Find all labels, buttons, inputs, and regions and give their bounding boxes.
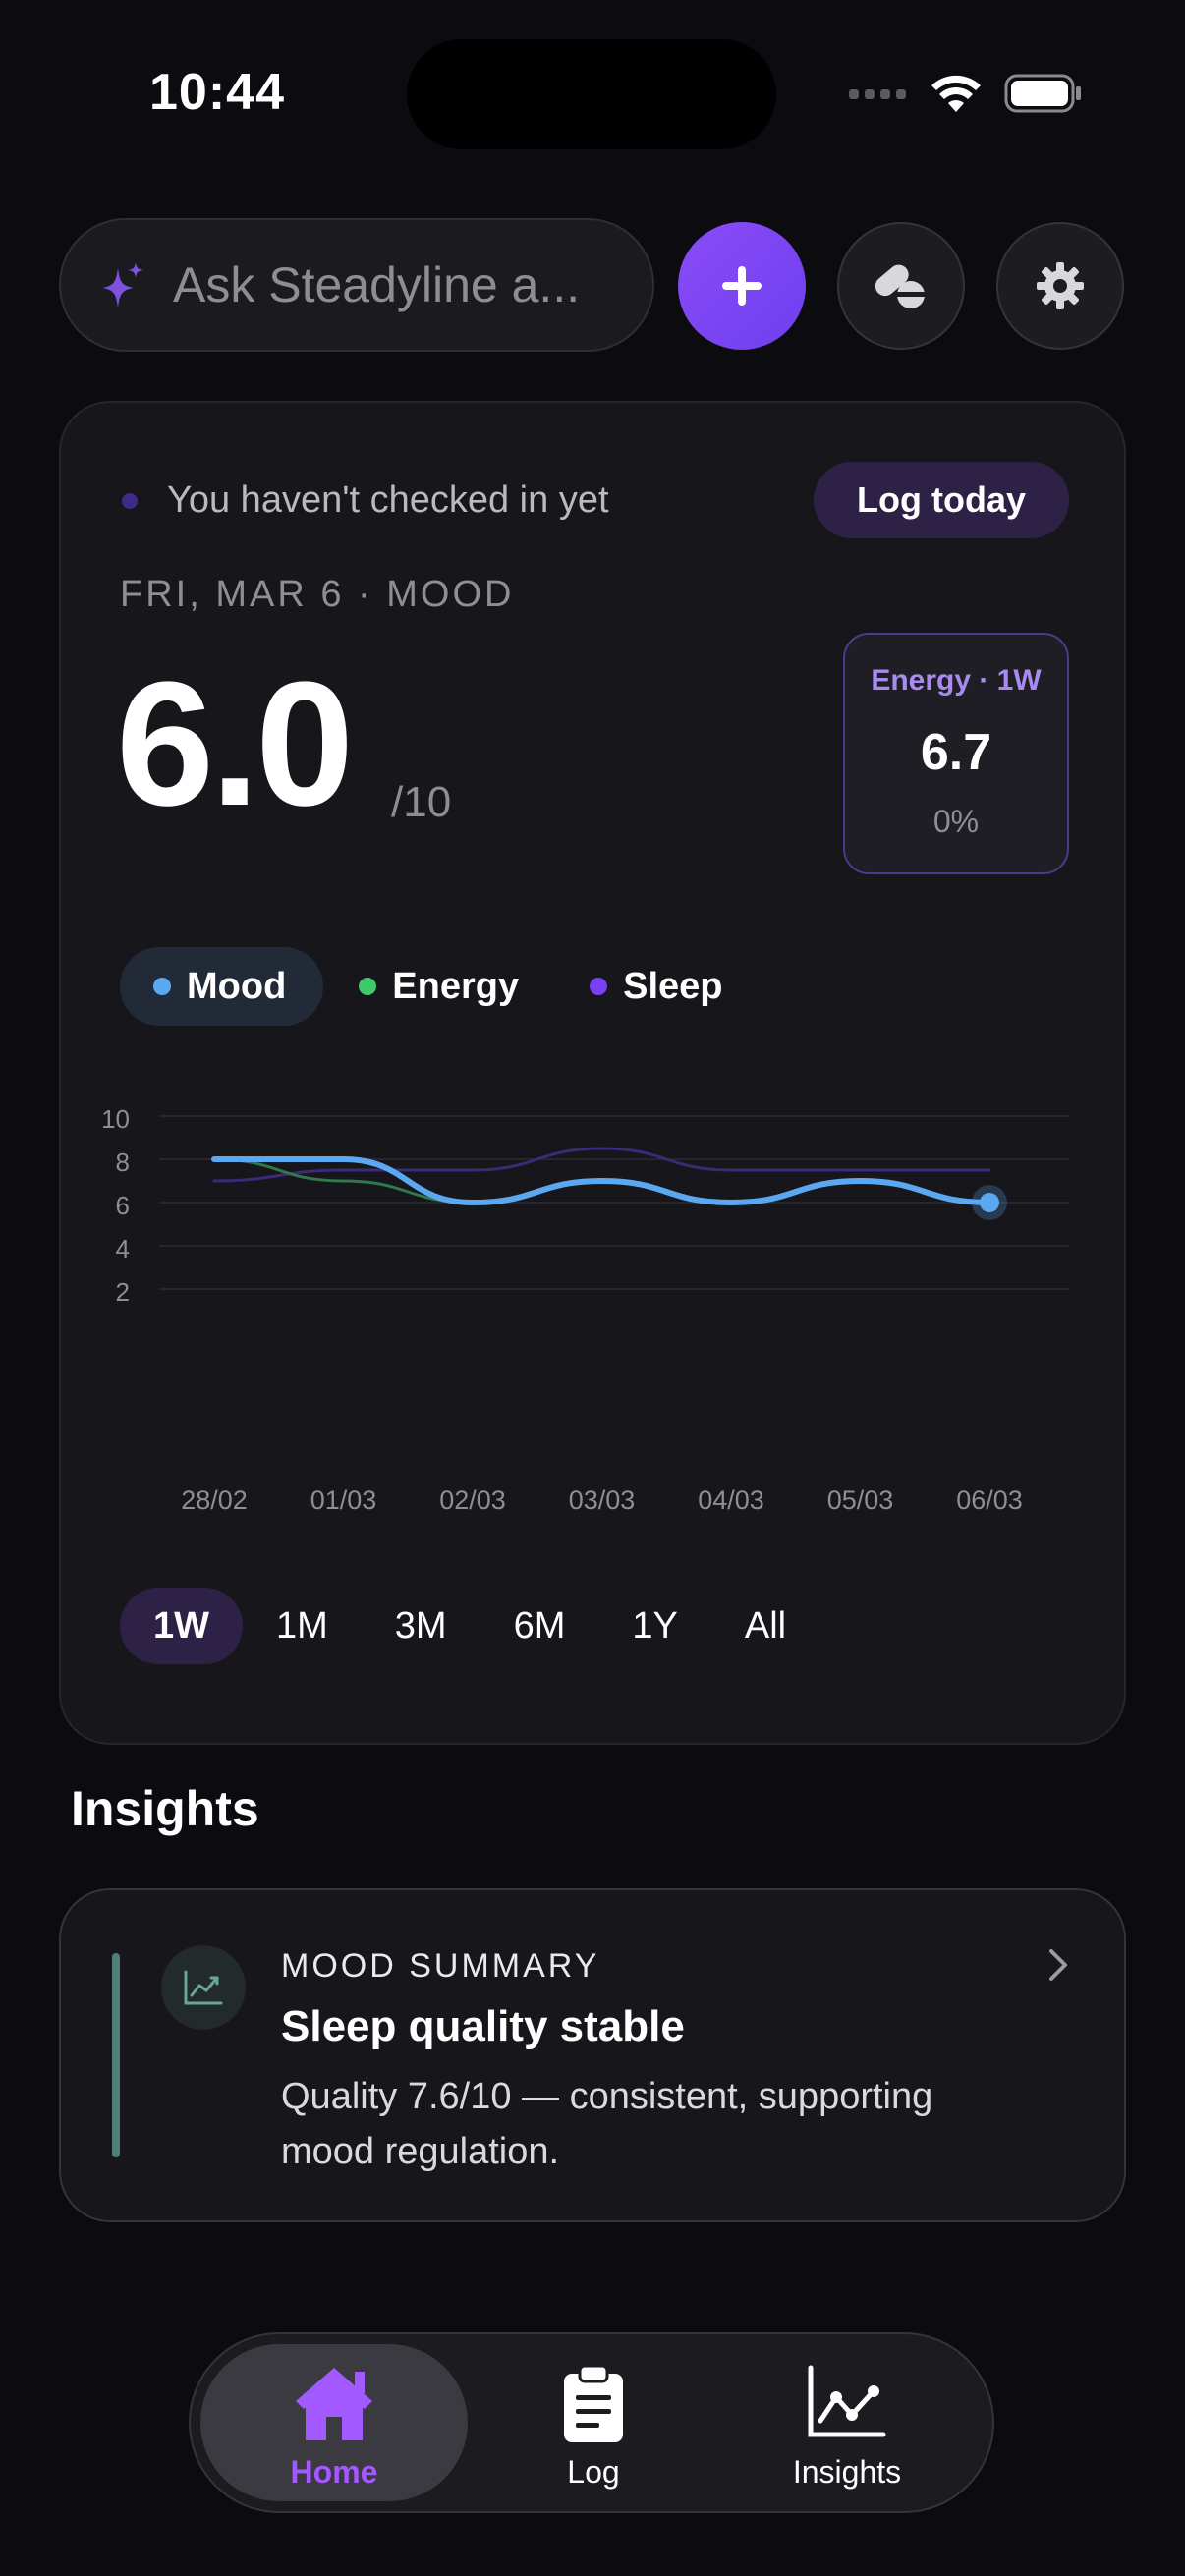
mood-card: You haven't checked in yet Log today FRI… (59, 401, 1126, 1745)
mood-point (980, 1193, 999, 1212)
tab-log[interactable]: Log (460, 2344, 727, 2501)
tab-insights[interactable]: Insights (713, 2344, 981, 2501)
y-tick-label: 10 (101, 1104, 130, 1134)
chart-icon (808, 2365, 886, 2437)
y-tick-label: 8 (116, 1148, 130, 1177)
dynamic-island (407, 39, 776, 149)
plus-icon (722, 266, 762, 306)
tab-insights-label: Insights (792, 2454, 902, 2490)
checkin-status-text: You haven't checked in yet (167, 479, 609, 521)
trend-chart-icon (161, 1945, 246, 2030)
insight-title: Sleep quality stable (281, 2002, 685, 2050)
status-time: 10:44 (149, 64, 285, 121)
tab-bar: Home Log Insights (189, 2332, 994, 2513)
metric-legend: Mood Energy Sleep (120, 947, 759, 1026)
energy-summary-change: 0% (932, 804, 980, 839)
clipboard-icon (564, 2364, 623, 2442)
y-tick-label: 6 (116, 1191, 130, 1220)
tab-home-label: Home (290, 2454, 378, 2490)
range-1m[interactable]: 1M (276, 1604, 328, 1647)
battery-icon (1004, 74, 1081, 113)
medications-button[interactable] (837, 222, 965, 350)
add-button[interactable] (678, 222, 806, 350)
x-tick-label: 04/03 (698, 1485, 764, 1515)
legend-mood-label: Mood (187, 965, 287, 1007)
energy-summary-label: Energy · 1W (871, 664, 1042, 697)
mood-trend-chart[interactable]: 10 8 6 4 2 28/02 01/03 02/03 03/03 04/03 05/03 06/0… (61, 403, 1128, 1562)
x-tick-label: 03/03 (569, 1485, 636, 1515)
x-tick-label: 01/03 (310, 1485, 377, 1515)
legend-mood-dot (153, 978, 171, 995)
y-tick-label: 4 (116, 1234, 130, 1263)
search-placeholder: Ask Steadyline a... (173, 257, 581, 312)
range-1y[interactable]: 1Y (632, 1604, 678, 1647)
range-3m[interactable]: 3M (394, 1604, 447, 1647)
status-icons (849, 73, 1083, 114)
legend-sleep-label: Sleep (623, 965, 723, 1007)
legend-energy[interactable]: Energy (323, 947, 554, 1026)
tab-log-label: Log (567, 2454, 620, 2490)
mood-date-line: FRI, MAR 6 · MOOD (120, 574, 515, 615)
time-range-selector: 1W 1M 3M 6M 1Y All (120, 1588, 819, 1664)
x-tick-label: 28/02 (181, 1485, 248, 1515)
series-line-energy (212, 1157, 475, 1204)
range-all[interactable]: All (744, 1604, 787, 1647)
pills-icon (875, 264, 927, 308)
energy-summary-card[interactable]: Energy · 1W 6.7 0% (843, 633, 1069, 874)
legend-sleep[interactable]: Sleep (554, 947, 758, 1026)
tab-home[interactable]: Home (200, 2344, 468, 2501)
energy-summary-value: 6.7 (920, 724, 992, 781)
series-line-sleep (212, 1147, 991, 1183)
gear-icon (1037, 262, 1084, 309)
mood-value: 6.0 (116, 645, 354, 843)
insight-card[interactable]: MOOD SUMMARY Sleep quality stable Qualit… (59, 1888, 1126, 2222)
range-1w[interactable]: 1W (120, 1588, 243, 1664)
y-tick-label: 2 (116, 1277, 130, 1307)
x-tick-label: 05/03 (827, 1485, 894, 1515)
checkin-status-dot (122, 493, 138, 509)
x-tick-label: 02/03 (439, 1485, 506, 1515)
log-today-button[interactable]: Log today (814, 462, 1069, 538)
insight-accent-bar (112, 1953, 120, 2157)
insights-heading: Insights (71, 1781, 259, 1836)
insight-kicker: MOOD SUMMARY (281, 1947, 600, 1985)
legend-energy-label: Energy (392, 965, 520, 1007)
ask-search-input[interactable]: Ask Steadyline a... (59, 218, 654, 352)
cellular-signal-icon (849, 89, 906, 99)
legend-energy-dot (359, 978, 377, 995)
settings-button[interactable] (996, 222, 1124, 350)
home-icon (296, 2368, 372, 2440)
range-6m[interactable]: 6M (513, 1604, 566, 1647)
sparkle-icon (102, 262, 143, 308)
legend-sleep-dot (590, 978, 608, 995)
legend-mood[interactable]: Mood (120, 947, 324, 1026)
series-line-mood (211, 1156, 992, 1205)
mood-unit: /10 (391, 778, 452, 826)
chevron-right-icon (1049, 1949, 1067, 1981)
x-tick-label: 06/03 (956, 1485, 1023, 1515)
insight-body: Quality 7.6/10 — consistent, supporting … (281, 2076, 933, 2172)
wifi-icon (931, 75, 981, 112)
